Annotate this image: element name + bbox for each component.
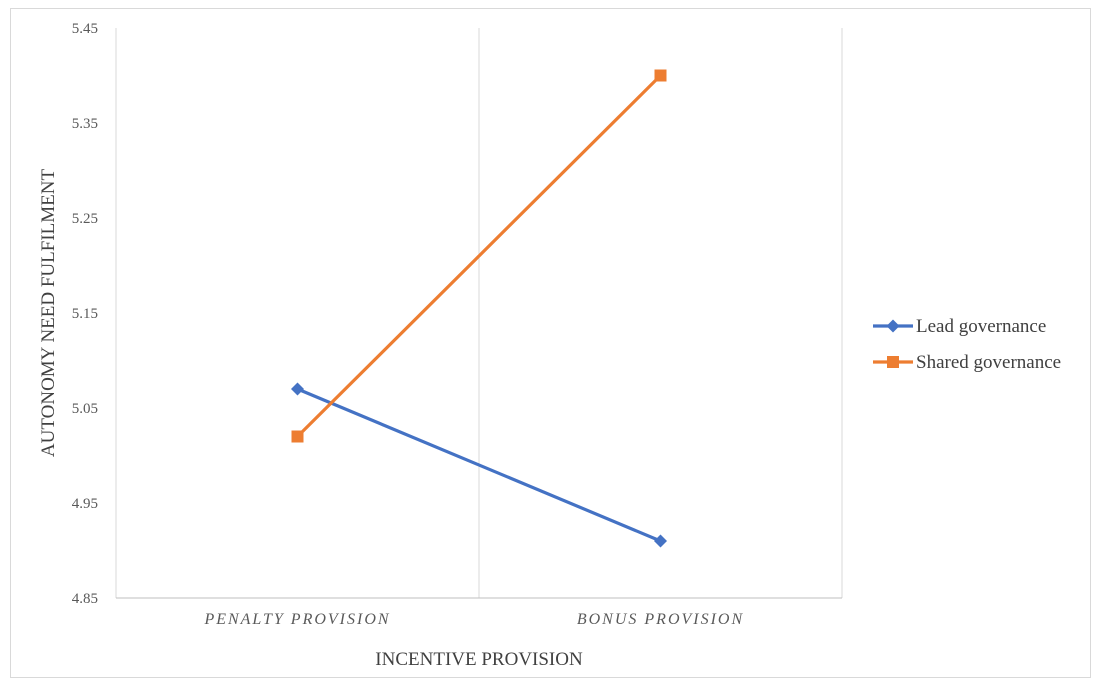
series-lines: [291, 69, 667, 548]
legend-label: Shared governance: [916, 352, 1061, 373]
legend: Lead governance Shared governance: [873, 316, 1061, 373]
y-tick-label: 4.85: [72, 591, 98, 607]
y-tick-label: 5.35: [72, 116, 98, 132]
x-tick-label: BONUS PROVISION: [577, 611, 744, 628]
series-line: [296, 74, 662, 438]
chart-frame: [10, 8, 1091, 678]
data-point: [291, 382, 304, 396]
legend-marker: [886, 319, 900, 333]
legend-entry: Shared governance: [873, 352, 1061, 373]
y-tick-label: 5.45: [72, 21, 98, 37]
y-tick-label: 4.95: [72, 496, 98, 512]
gridlines: [115, 28, 843, 598]
x-axis-title: INCENTIVE PROVISION: [375, 649, 583, 670]
data-point: [654, 69, 667, 82]
y-tick-label: 5.15: [72, 306, 98, 322]
series-line: [296, 387, 662, 543]
y-tick-label: 5.25: [72, 211, 98, 227]
x-tick-label: PENALTY PROVISION: [203, 611, 390, 628]
tick-labels: 4.85 4.95 5.05 5.15 5.25 5.35 5.45 PENALTY PROV…: [72, 21, 744, 628]
y-tick-label: 5.05: [72, 401, 98, 417]
series-shared-governance: [291, 69, 667, 443]
legend-label: Lead governance: [916, 316, 1046, 337]
series-lead-governance: [291, 382, 667, 548]
y-axis-title: AUTONOMY NEED FULFILMENT: [38, 169, 59, 458]
legend-marker: [887, 356, 899, 368]
data-point: [654, 534, 667, 548]
data-point: [291, 430, 304, 443]
legend-entry: Lead governance: [873, 316, 1046, 337]
